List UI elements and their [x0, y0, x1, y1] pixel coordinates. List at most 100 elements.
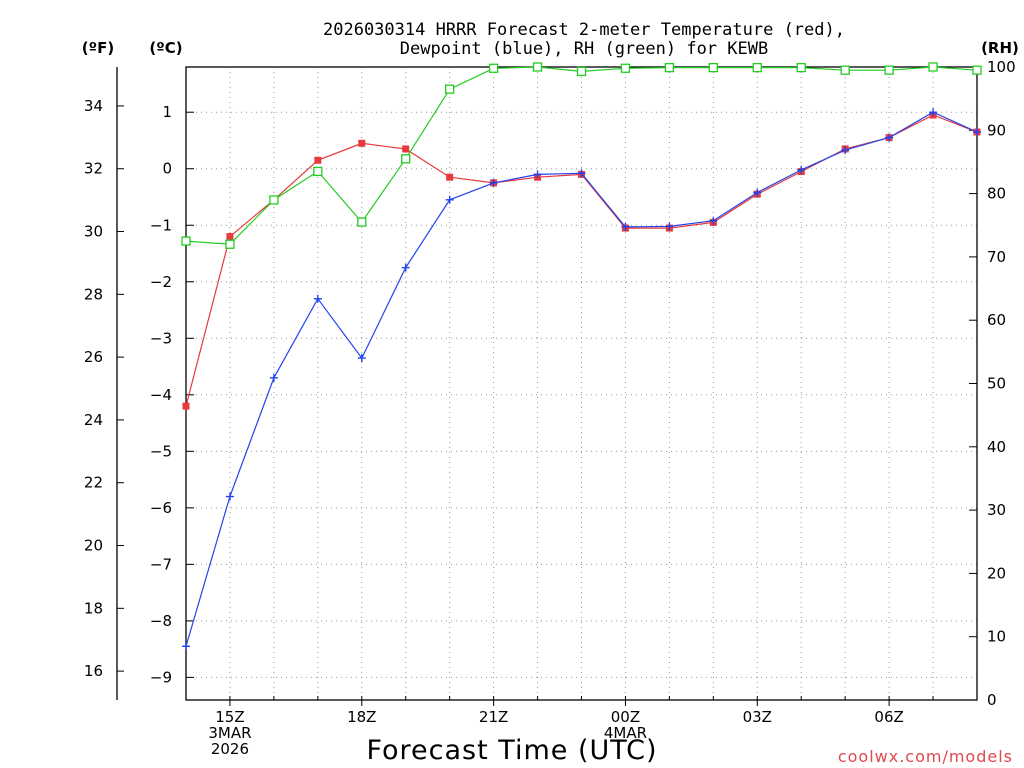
rh-tick-label: 60 — [987, 311, 1006, 329]
celsius-tick-label: −5 — [150, 442, 172, 460]
x-tick-label: 21Z — [479, 708, 508, 726]
celsius-unit-label: (ºC) — [149, 39, 182, 57]
rh-tick-label: 30 — [987, 501, 1006, 519]
rh-tick-label: 20 — [987, 564, 1006, 582]
x-tick-label: 18Z — [347, 708, 376, 726]
celsius-tick-label: 1 — [162, 103, 172, 121]
series-temperature — [182, 111, 981, 410]
fahrenheit-tick-label: 18 — [84, 599, 103, 617]
rh-point — [708, 62, 718, 73]
dewpoint-point — [533, 170, 542, 179]
chart-title: 2026030314 HRRR Forecast 2-meter Tempera… — [323, 20, 845, 59]
fahrenheit-tick-label: 22 — [84, 474, 103, 492]
fahrenheit-tick-label: 24 — [84, 411, 103, 429]
dewpoint-point — [709, 216, 718, 225]
dewpoint-point — [797, 165, 806, 174]
dewpoint-point — [269, 373, 278, 382]
credit-label: coolwx.com/models — [838, 747, 1013, 766]
dewpoint-point — [445, 195, 454, 204]
celsius-tick-label: −9 — [150, 668, 172, 686]
x-tick-label: 15Z — [215, 708, 244, 726]
celsius-tick-label: −4 — [150, 386, 172, 404]
dewpoint-point — [357, 354, 366, 363]
series-layer — [181, 62, 982, 651]
rh-point — [401, 154, 411, 164]
rh-point — [532, 62, 543, 72]
rh-point — [796, 62, 806, 73]
rh-tick-label: 90 — [987, 121, 1006, 139]
rh-point — [884, 65, 894, 75]
rh-point — [445, 84, 455, 94]
x-tick-label: 4MAR — [604, 724, 647, 742]
rh-point — [269, 195, 279, 205]
temperature-point — [182, 402, 190, 410]
rh-point — [313, 166, 323, 177]
x-tick-label: 2026 — [211, 740, 249, 758]
rh-point — [664, 62, 675, 73]
dewpoint-point — [753, 188, 762, 197]
rh-point — [840, 65, 850, 75]
rh-tick-label: 50 — [987, 375, 1006, 393]
temperature-point — [402, 145, 410, 153]
rh-point — [576, 66, 587, 77]
dewpoint-point — [182, 642, 190, 651]
series-dewpoint — [182, 108, 981, 651]
dewpoint-point — [225, 492, 234, 501]
dewpoint-point — [841, 146, 850, 155]
dewpoint-point — [885, 133, 894, 142]
rh-point — [181, 236, 191, 246]
rh-point — [972, 65, 982, 75]
rh-point — [752, 62, 762, 73]
title-line-2: Dewpoint (blue), RH (green) for KEWB — [400, 39, 768, 59]
rh-point — [225, 239, 235, 249]
celsius-tick-label: −1 — [150, 216, 172, 234]
celsius-tick-label: −8 — [150, 612, 172, 630]
x-axis-label: Forecast Time (UTC) — [366, 735, 657, 766]
celsius-tick-label: −2 — [150, 273, 172, 291]
fahrenheit-tick-label: 16 — [84, 662, 103, 680]
rh-point — [488, 63, 499, 73]
dewpoint-point — [489, 178, 498, 187]
celsius-tick-label: 0 — [162, 160, 172, 178]
celsius-tick-label: −3 — [150, 329, 172, 347]
rh-tick-label: 100 — [987, 58, 1016, 76]
rh-unit-label: (RH) — [981, 39, 1019, 57]
temperature-point — [226, 233, 234, 241]
celsius-tick-label: −7 — [150, 555, 172, 573]
rh-tick-label: 70 — [987, 248, 1006, 266]
dewpoint-point — [665, 222, 674, 231]
dewpoint-point — [973, 127, 981, 136]
rh-tick-label: 80 — [987, 185, 1006, 203]
rh-tick-label: 10 — [987, 628, 1006, 646]
x-tick-label: 03Z — [743, 708, 772, 726]
rh-tick-label: 40 — [987, 438, 1006, 456]
celsius-tick-label: −6 — [150, 499, 172, 517]
fahrenheit-tick-label: 20 — [84, 537, 103, 555]
title-line-1: 2026030314 HRRR Forecast 2-meter Tempera… — [323, 20, 845, 40]
x-tick-label: 3MAR — [208, 724, 251, 742]
x-tick-label: 06Z — [874, 708, 903, 726]
fahrenheit-tick-label: 26 — [84, 348, 103, 366]
axes: 10−1−2−3−4−5−6−7−8−934323028262422201816… — [84, 58, 1016, 758]
dewpoint-point — [577, 169, 586, 178]
fahrenheit-tick-label: 32 — [84, 160, 103, 178]
rh-point — [620, 63, 631, 73]
temperature-point — [358, 139, 366, 147]
rh-point — [357, 217, 367, 227]
rh-point — [928, 62, 938, 72]
dewpoint-point — [929, 108, 938, 117]
fahrenheit-tick-label: 30 — [84, 223, 103, 241]
grid-lines — [186, 67, 977, 700]
series-rh — [181, 62, 982, 249]
dewpoint-point — [621, 222, 630, 231]
dewpoint-point — [313, 294, 322, 303]
rh-tick-label: 0 — [987, 691, 997, 709]
x-tick-label: 00Z — [611, 708, 640, 726]
dewpoint-point — [401, 263, 410, 272]
temperature-point — [446, 173, 454, 181]
fahrenheit-unit-label: (ºF) — [82, 39, 114, 57]
fahrenheit-tick-label: 34 — [84, 97, 103, 115]
plot-frame — [185, 66, 978, 701]
fahrenheit-tick-label: 28 — [84, 285, 103, 303]
